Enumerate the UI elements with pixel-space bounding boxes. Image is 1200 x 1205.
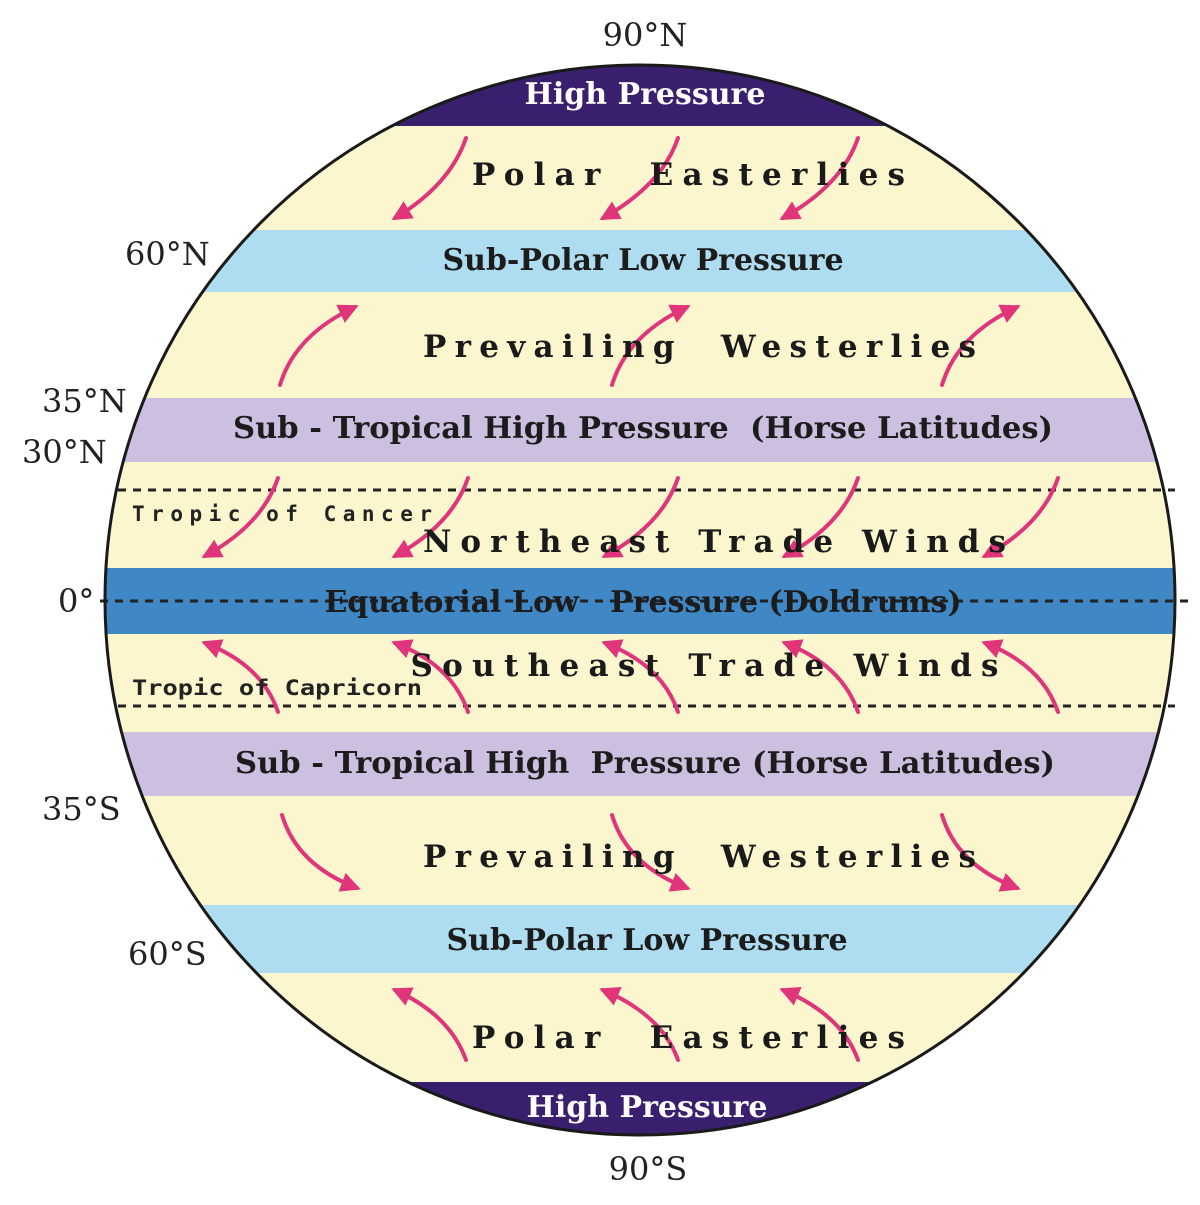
- wind-arrow: [610, 813, 691, 892]
- wind-arrow: [391, 987, 468, 1062]
- wind-arrow: [981, 476, 1060, 558]
- wind-arrow: [781, 476, 860, 558]
- wind-arrow: [599, 987, 680, 1062]
- high-pressure-label-south: High Pressure: [527, 1090, 768, 1125]
- sub-tropical-high-label-north: Sub - Tropical High Pressure (Horse Lati…: [233, 411, 1053, 446]
- sub-tropical-high-band-south: [105, 732, 1175, 796]
- wind-arrow: [781, 639, 860, 714]
- wind-arrow: [599, 136, 680, 220]
- tropic-of-capricorn-label: Tropic of Capricorn: [132, 676, 422, 700]
- sub-tropical-high-band-north: [105, 398, 1175, 462]
- wind-arrow: [779, 136, 860, 220]
- lat-30n-label: 30°N: [22, 433, 107, 471]
- lat-60n-label: 60°N: [125, 235, 210, 273]
- wind-arrow: [779, 987, 860, 1062]
- wind-arrow: [601, 639, 680, 714]
- sub-polar-low-label-south: Sub-Polar Low Pressure: [446, 923, 847, 958]
- westerlies-label-south: Prevailing Westerlies: [423, 839, 983, 875]
- ne-trade-winds-label: Northeast Trade Winds: [423, 524, 1013, 560]
- high-pressure-label-north: High Pressure: [525, 77, 766, 112]
- wind-arrow: [391, 136, 468, 221]
- sub-polar-low-band-south: [105, 905, 1175, 973]
- equatorial-low-label: Equatorial Low Pressure (Doldrums): [324, 585, 961, 620]
- globe-outline: [103, 63, 1177, 1137]
- wind-arrow: [391, 476, 470, 558]
- wind-arrow: [610, 304, 691, 387]
- wind-arrow: [940, 304, 1021, 387]
- reference-lines: [100, 488, 1190, 708]
- lat-35s-label: 35°S: [42, 790, 121, 828]
- wind-arrows: [201, 136, 1060, 1062]
- wind-arrow: [201, 639, 280, 714]
- lat-90n-label: 90°N: [603, 16, 688, 54]
- lat-0-label: 0°: [58, 582, 94, 620]
- wind-arrow: [981, 639, 1060, 714]
- lat-60s-label: 60°S: [128, 935, 207, 973]
- se-trade-winds-label: Southeast Trade Winds: [411, 648, 1006, 684]
- lat-90s-label: 90°S: [609, 1150, 688, 1188]
- wind-arrow: [201, 476, 280, 558]
- sub-tropical-high-label-south: Sub - Tropical High Pressure (Horse Lati…: [235, 746, 1055, 781]
- polar-easterlies-label-north: Polar Easterlies: [472, 157, 912, 193]
- wind-arrow: [391, 639, 470, 714]
- wind-arrow: [601, 476, 680, 558]
- wind-arrow: [278, 304, 359, 387]
- westerlies-label-north: Prevailing Westerlies: [423, 329, 983, 365]
- lat-35n-label: 35°N: [42, 382, 127, 420]
- polar-easterlies-label-south: Polar Easterlies: [472, 1020, 912, 1056]
- sub-polar-low-label-north: Sub-Polar Low Pressure: [442, 243, 843, 278]
- wind-arrow: [280, 813, 361, 892]
- wind-arrow: [940, 813, 1021, 892]
- sub-polar-low-band-north: [105, 230, 1175, 292]
